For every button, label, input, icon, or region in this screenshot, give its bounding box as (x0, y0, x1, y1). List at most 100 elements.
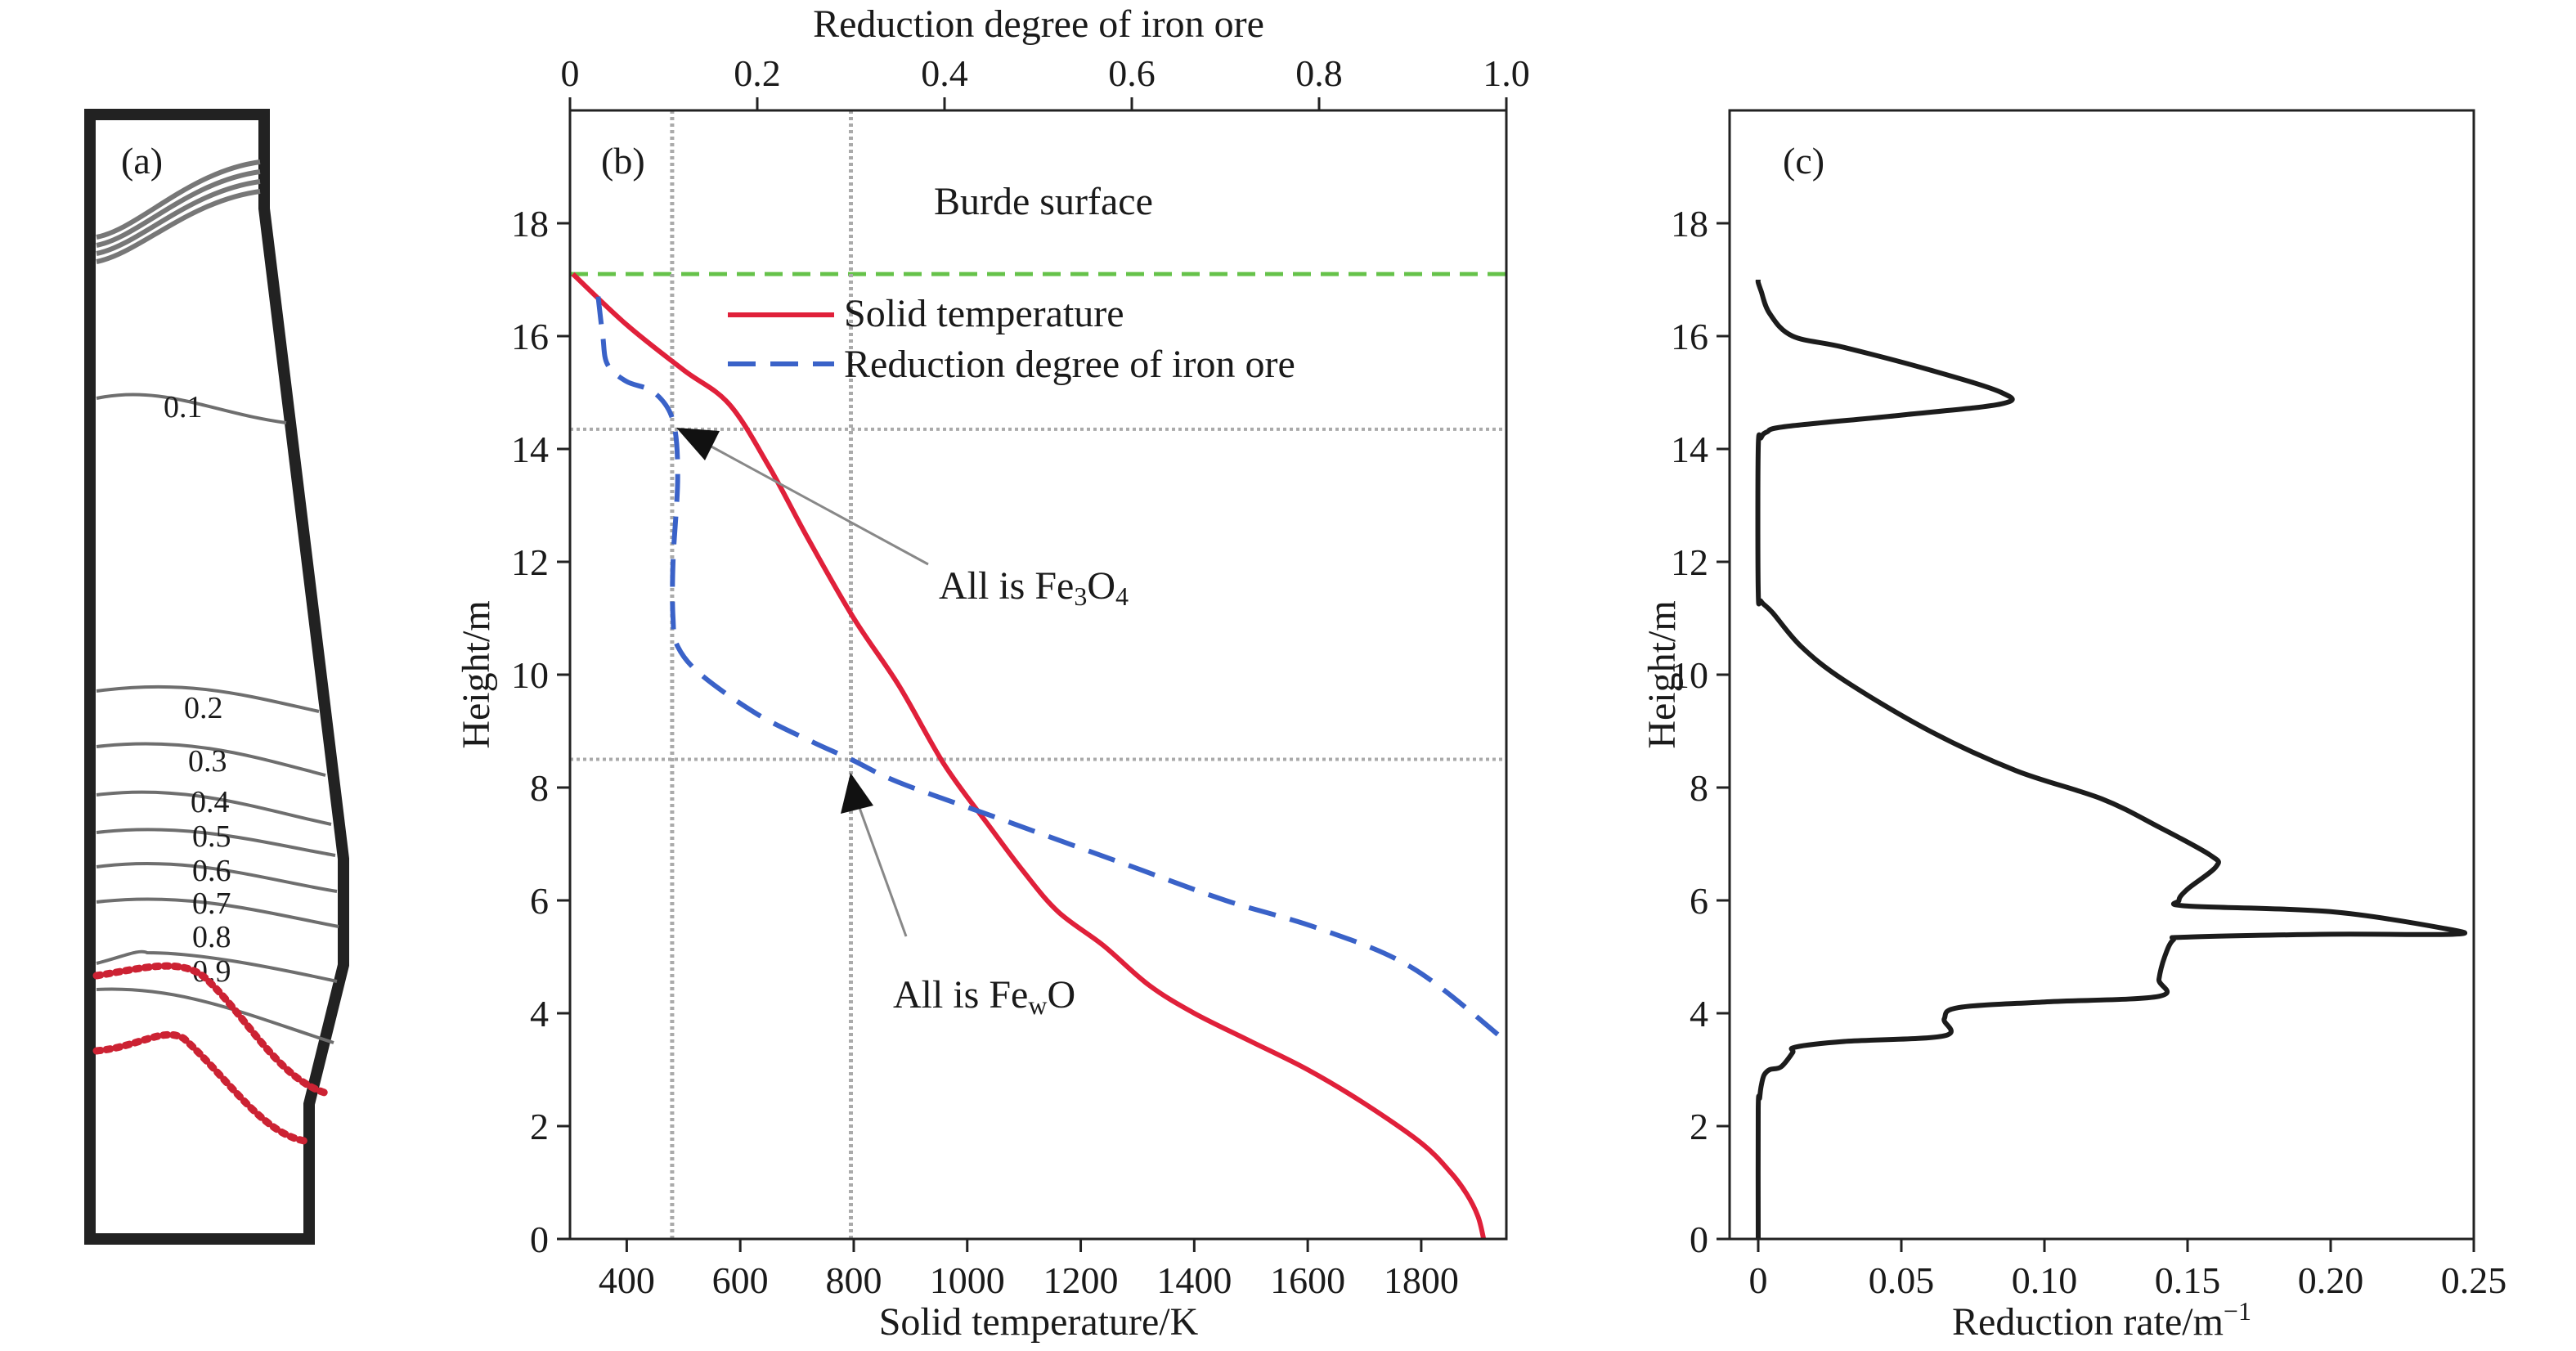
burden-surface-label: Burde surface (934, 180, 1153, 223)
x-tick-label: 1800 (1384, 1259, 1459, 1301)
reduction-contours (96, 393, 339, 1044)
x-tick-label: 1400 (1156, 1259, 1232, 1301)
panel-a-tag: (a) (121, 140, 163, 182)
y-tick-label: 18 (511, 203, 549, 245)
x-tick-label: 0.10 (2012, 1259, 2078, 1301)
x2-tick-label: 0 (561, 52, 580, 94)
x-tick-label: 0.20 (2298, 1259, 2364, 1301)
contour-label: 0.6 (192, 854, 231, 888)
x2-tick-label: 0.6 (1108, 52, 1156, 94)
y-axis-label: Height/m (1640, 600, 1684, 748)
arrow-head (841, 773, 873, 814)
y-tick-label: 4 (1690, 993, 1708, 1035)
x-tick-label: 600 (712, 1259, 769, 1301)
y-axis-label: Height/m (455, 600, 498, 748)
legend-label-solid: Solid temperature (844, 292, 1124, 335)
arrow-shaft (709, 444, 929, 566)
series-layer (1755, 279, 2468, 1240)
legend: Solid temperature Reduction degree of ir… (728, 292, 1295, 386)
contour-label: 0.1 (164, 390, 203, 424)
y-tick-label: 14 (511, 429, 549, 470)
cohesive-zone-upper (92, 962, 331, 1097)
x-tick-label: 0.15 (2155, 1259, 2221, 1301)
contour-line (96, 393, 287, 424)
contour-line (96, 897, 339, 928)
x-tick-label: 1200 (1043, 1259, 1119, 1301)
x-axis-label: Reduction rate/m−1 (1952, 1296, 2251, 1344)
cohesive-zone-lower (92, 1030, 308, 1145)
x2-axis-label: Reduction degree of iron ore (813, 2, 1264, 46)
panel-b-chart: 0 2 4 6 8 10 12 14 16 18 400 600 800 1000 1200 1400 160… (455, 2, 1530, 1344)
reference-lines (570, 110, 1506, 1239)
contour-line (96, 742, 326, 777)
y-tick-label: 18 (1671, 203, 1708, 245)
plot-frame (1728, 109, 2475, 1241)
contour-label: 0.7 (192, 886, 231, 921)
x2-tick-label: 0.2 (734, 52, 781, 94)
y-tick-label: 4 (530, 993, 549, 1035)
x-tick-label: 800 (825, 1259, 882, 1301)
contour-label: 0.5 (192, 819, 231, 854)
y-tick-label: 16 (511, 316, 549, 357)
furnace-outline (84, 109, 349, 1245)
contour-label: 0.3 (188, 744, 227, 779)
series-solid-temperature (571, 272, 1487, 1240)
annotation-fewo: All is FewO (841, 773, 1075, 1020)
y-tick-label: 2 (530, 1106, 549, 1147)
x2-tick-label: 0.8 (1295, 52, 1343, 94)
x-tick-label: 0 (1749, 1259, 1768, 1301)
annotation-fewo-label: All is FewO (893, 973, 1075, 1020)
y-tick-label: 2 (1690, 1106, 1708, 1147)
x-axis-label: Solid temperature/K (879, 1300, 1199, 1344)
y-tick-label: 8 (530, 767, 549, 809)
x-tick-label: 0.25 (2441, 1259, 2507, 1301)
contour-line (96, 949, 338, 983)
y-tick-label: 8 (1690, 767, 1708, 809)
panel-a-furnace-map: 0.1 0.2 0.3 0.4 0.5 0.6 0.7 0.8 0.9 (a) (84, 109, 349, 1245)
contour-labels: 0.1 0.2 0.3 0.4 0.5 0.6 0.7 0.8 0.9 (164, 390, 231, 989)
y-axis-ticks: 0 2 4 6 8 10 12 14 16 18 (511, 203, 570, 1260)
panel-b-tag: (b) (601, 140, 645, 182)
contour-line (96, 861, 338, 893)
y-tick-label: 14 (1671, 429, 1708, 470)
arrow-shaft (857, 805, 908, 937)
y-tick-label: 12 (1671, 541, 1708, 583)
x-tick-label: 1600 (1270, 1259, 1345, 1301)
series-reduction-rate (1755, 279, 2468, 1240)
contour-label: 0.8 (192, 920, 231, 954)
contour-label: 0.2 (184, 691, 223, 725)
x-tick-label: 1000 (930, 1259, 1005, 1301)
arrow-head (676, 428, 720, 460)
plot-frame (568, 109, 1508, 1241)
y-tick-label: 0 (1690, 1219, 1708, 1260)
y-tick-label: 6 (530, 880, 549, 922)
y-tick-label: 10 (511, 654, 549, 696)
annotation-fe3o4: All is Fe3O4 (676, 428, 1129, 611)
x2-tick-label: 1.0 (1483, 52, 1530, 94)
x2-axis-ticks: 0 0.2 0.4 0.6 0.8 1.0 (561, 52, 1530, 110)
series-reduction-degree (595, 296, 1508, 1044)
y-axis-ticks: 0 2 4 6 8 10 12 14 16 18 (1671, 203, 1730, 1260)
contour-line (96, 790, 332, 826)
x-tick-label: 400 (599, 1259, 655, 1301)
burden-surface-band (96, 159, 261, 264)
contour-label: 0.4 (191, 785, 230, 819)
contour-line (96, 987, 334, 1044)
annotation-fe3o4-label: All is Fe3O4 (939, 564, 1129, 611)
y-tick-label: 0 (530, 1219, 549, 1260)
contour-line (96, 684, 320, 713)
y-tick-label: 10 (1671, 654, 1708, 696)
series-layer (571, 272, 1508, 1240)
panel-c-tag: (c) (1783, 140, 1824, 182)
panel-c-chart: 0 2 4 6 8 10 12 14 16 18 0 0.05 0.10 0.15 0.20 0.25 (c… (1640, 109, 2507, 1344)
x-axis-ticks: 400 600 800 1000 1200 1400 1600 1800 (599, 1239, 1459, 1301)
cohesive-zone-boundaries (92, 962, 331, 1145)
legend-label-reduction: Reduction degree of iron ore (844, 343, 1295, 386)
contour-line (96, 828, 336, 857)
y-tick-label: 12 (511, 541, 549, 583)
y-tick-label: 6 (1690, 880, 1708, 922)
x2-tick-label: 0.4 (921, 52, 968, 94)
y-tick-label: 16 (1671, 316, 1708, 357)
x-axis-ticks: 0 0.05 0.10 0.15 0.20 0.25 (1749, 1239, 2507, 1301)
